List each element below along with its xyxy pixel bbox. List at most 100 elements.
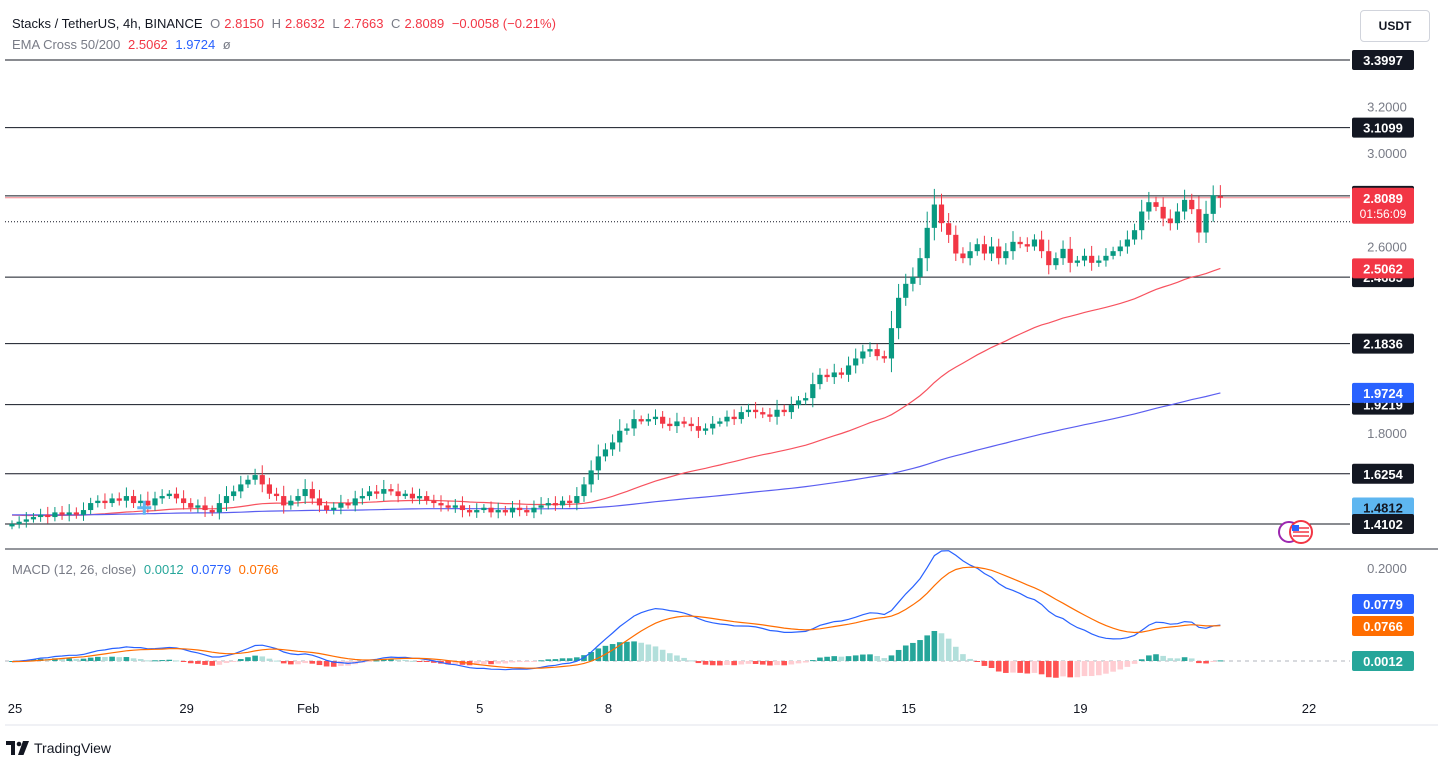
macd-hist-bar [1153,654,1159,661]
candle [531,500,537,519]
candle [688,417,694,432]
ema200-value: 1.9724 [175,37,216,52]
macd-hist-bar [1045,661,1052,678]
candle [710,416,716,435]
macd-hist-bar [1103,661,1109,674]
macd-hist-bar [1203,661,1209,664]
candle-body [760,412,766,415]
candle [45,506,51,524]
candle [109,493,115,507]
macd-hist-bar [1146,655,1152,661]
candle [602,443,609,462]
macd-hist-bar [1181,657,1188,661]
macd-label[interactable]: MACD (12, 26, close) [12,562,137,577]
candle-body [474,510,480,513]
candle-body [702,428,709,431]
macd-hist-bar [888,655,895,661]
candle-body [1039,239,1045,252]
candle [860,344,866,364]
candle-body [838,372,844,375]
candle-body [1182,199,1188,212]
candle [953,225,959,261]
symbol-title[interactable]: Stacks / TetherUS, 4h, BINANCE [12,16,203,31]
candle [559,496,566,509]
candle-body [452,505,458,508]
candle [574,487,580,511]
crosshair-marker-icon [137,500,152,515]
macd-axis-label: 0.0766 [1352,616,1414,636]
macd-hist-bar [1088,661,1095,677]
low-label: L [332,16,340,31]
macd-hist-bar [1081,661,1088,677]
candle [16,516,22,529]
candle-body [495,510,501,513]
time-tick-label: 22 [1302,701,1316,716]
candle [1089,245,1095,271]
candle-body [631,419,637,429]
candle [495,502,501,519]
macd-hist-bar [416,661,423,662]
macd-hist-bar [409,660,416,662]
candle [130,489,137,509]
macd-hist-bar [802,661,809,663]
macd-hist-bar [1188,658,1195,661]
macd-hist-bar [759,661,766,665]
candle [1081,248,1088,267]
macd-hist-bar [817,657,823,661]
signal-line [11,566,1221,669]
time-tick-label: Feb [297,701,319,716]
candle-body [1031,239,1038,247]
candle [1053,252,1059,270]
macd-hist-bar [1067,661,1073,678]
macd-hist-bar [366,661,373,662]
candle [288,495,294,510]
candle [1039,230,1045,259]
macd-hist-bar [187,661,194,664]
macd-hist-bar [431,661,437,663]
ema-settings-icon[interactable]: ø [222,37,231,52]
candle-body [23,519,29,522]
high-value: 2.8632 [285,16,325,31]
ema-cross-lines [11,267,1221,517]
candle [331,502,337,515]
candle [1217,185,1223,208]
candle [209,505,215,517]
candle-body [138,500,144,504]
candle-body [1174,211,1181,224]
ema50-line [11,267,1221,517]
candle [381,479,387,502]
candle-body [924,227,930,259]
macd-hist-bar [731,661,737,666]
candle-body [738,412,744,420]
candle [524,505,530,517]
candle-body [624,428,630,431]
currency-button[interactable]: USDT [1360,10,1430,42]
ema50-axis-text: 2.5062 [1363,261,1403,276]
candle [974,238,980,256]
candle [824,368,830,382]
macd-hist-bar [495,661,501,664]
candle [474,503,480,518]
candle [395,483,401,503]
candle [459,496,466,518]
macd-hist-bar [66,658,72,661]
macd-hist-bar [702,661,709,665]
tradingview-icon [6,741,29,755]
candle [760,407,766,419]
candle-body [366,491,373,497]
candle-body [1003,251,1009,259]
candle [345,498,351,509]
chart-markers [137,500,1313,544]
macd-hist-bar [280,661,287,664]
macd-hist-bar [1024,661,1031,674]
macd-hist-value: 0.0012 [143,562,184,577]
last-price-text: 2.8089 [1363,191,1403,206]
tradingview-logo[interactable]: TradingView [6,740,111,756]
candle [202,496,208,517]
open-label: O [210,16,221,31]
candle-body [66,512,72,515]
candle [617,419,623,452]
macd-hist-bar [874,656,880,661]
ema-label[interactable]: EMA Cross 50/200 [12,37,121,52]
